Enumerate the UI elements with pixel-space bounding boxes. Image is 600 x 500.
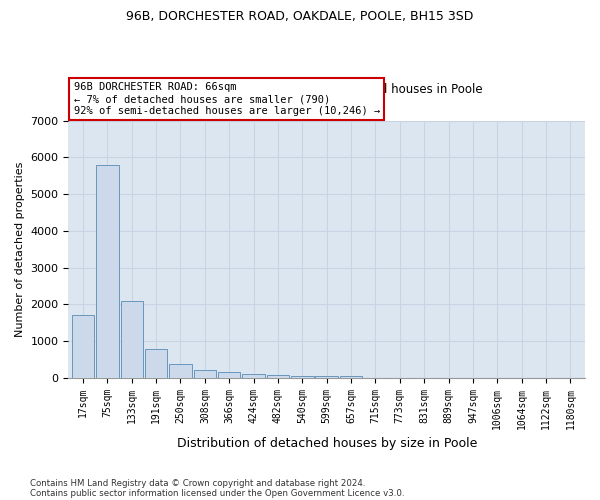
Text: Contains HM Land Registry data © Crown copyright and database right 2024.: Contains HM Land Registry data © Crown c… — [30, 478, 365, 488]
Bar — [96, 165, 119, 378]
Y-axis label: Number of detached properties: Number of detached properties — [15, 162, 25, 337]
Bar — [291, 376, 314, 378]
Bar — [121, 300, 143, 378]
Text: Contains public sector information licensed under the Open Government Licence v3: Contains public sector information licen… — [30, 488, 404, 498]
Bar — [145, 349, 167, 378]
Bar — [340, 376, 362, 378]
Bar — [218, 372, 241, 378]
Bar — [316, 376, 338, 378]
Bar — [72, 316, 94, 378]
Text: 96B DORCHESTER ROAD: 66sqm
← 7% of detached houses are smaller (790)
92% of semi: 96B DORCHESTER ROAD: 66sqm ← 7% of detac… — [74, 82, 380, 116]
Bar — [194, 370, 216, 378]
Title: Size of property relative to detached houses in Poole: Size of property relative to detached ho… — [170, 83, 483, 96]
X-axis label: Distribution of detached houses by size in Poole: Distribution of detached houses by size … — [176, 437, 477, 450]
Bar — [242, 374, 265, 378]
Bar — [267, 375, 289, 378]
Text: 96B, DORCHESTER ROAD, OAKDALE, POOLE, BH15 3SD: 96B, DORCHESTER ROAD, OAKDALE, POOLE, BH… — [127, 10, 473, 23]
Bar — [169, 364, 192, 378]
